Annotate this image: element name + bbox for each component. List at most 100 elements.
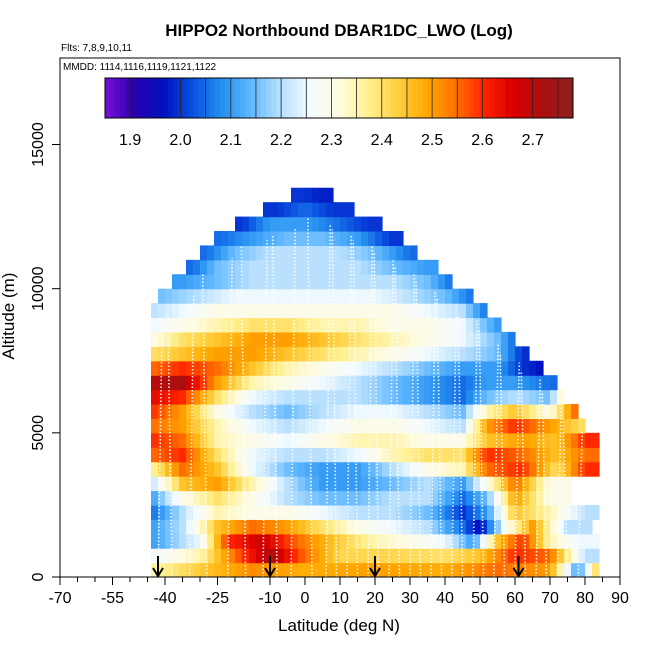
heatmap-cell	[326, 447, 334, 463]
heatmap-cell	[256, 404, 264, 420]
heatmap-cell	[431, 274, 439, 290]
colorbar-swatch	[396, 78, 402, 118]
heatmap-cell	[382, 404, 390, 420]
heatmap-cell	[312, 202, 320, 218]
heatmap-cell	[305, 202, 313, 218]
heatmap-cell	[466, 562, 474, 577]
heatmap-cell	[263, 360, 271, 376]
heatmap-cell	[452, 490, 460, 506]
heatmap-cell	[508, 346, 516, 362]
heatmap-cell	[179, 418, 187, 434]
heatmap-cell	[277, 548, 285, 564]
heatmap-cell	[193, 375, 201, 391]
heatmap-cell	[417, 303, 425, 319]
heatmap-cell	[256, 375, 264, 391]
heatmap-cell	[473, 360, 481, 376]
heatmap-cell	[284, 317, 292, 333]
heatmap-cell	[221, 476, 229, 492]
mmdd-label: MMDD: 1114,1116,1119,1121,1122	[63, 62, 217, 73]
heatmap-cell	[382, 331, 390, 347]
colorbar-swatch	[333, 78, 340, 118]
heatmap-cell	[340, 562, 348, 577]
heatmap-cell	[557, 389, 565, 405]
heatmap-cell	[165, 303, 173, 319]
heatmap-cell	[473, 461, 481, 477]
heatmap-cell	[312, 317, 320, 333]
heatmap-cell	[284, 331, 292, 347]
heatmap-cell	[480, 346, 488, 362]
heatmap-cell	[529, 562, 537, 577]
heatmap-cell	[172, 274, 180, 290]
heatmap-cell	[403, 346, 411, 362]
heatmap-cell	[312, 375, 320, 391]
heatmap-cell	[291, 216, 299, 232]
heatmap-cell	[228, 418, 236, 434]
heatmap-cell	[557, 562, 565, 577]
heatmap-cell	[340, 519, 348, 535]
heatmap-cell	[578, 447, 586, 463]
heatmap-cell	[375, 231, 383, 247]
heatmap-cell	[277, 346, 285, 362]
heatmap-cell	[221, 288, 229, 304]
heatmap-cell	[284, 231, 292, 247]
heatmap-cell	[515, 447, 523, 463]
heatmap-cell	[459, 519, 467, 535]
heatmap-cell	[417, 562, 425, 577]
heatmap-cell	[445, 346, 453, 362]
heatmap-cell	[242, 504, 250, 520]
heatmap-cell	[186, 331, 194, 347]
heatmap-cell	[431, 476, 439, 492]
heatmap-cell	[284, 288, 292, 304]
heatmap-cell	[158, 476, 166, 492]
heatmap-cell	[480, 404, 488, 420]
heatmap-cell	[242, 418, 250, 434]
heatmap-cell	[585, 548, 593, 564]
heatmap-cell	[305, 231, 313, 247]
heatmap-cell	[431, 389, 439, 405]
heatmap-cell	[389, 418, 397, 434]
heatmap-cell	[368, 346, 376, 362]
heatmap-cell	[277, 519, 285, 535]
heatmap-cell	[494, 562, 502, 577]
heatmap-cell	[368, 331, 376, 347]
heatmap-cell	[284, 274, 292, 290]
heatmap-cell	[165, 418, 173, 434]
heatmap-cell	[543, 432, 551, 448]
heatmap-cell	[193, 476, 201, 492]
heatmap-cell	[410, 375, 418, 391]
colorbar-swatch	[557, 78, 564, 118]
heatmap-cell	[389, 331, 397, 347]
heatmap-cell	[431, 504, 439, 520]
heatmap-cell	[179, 562, 187, 577]
heatmap-cell	[186, 404, 194, 420]
heatmap-cell	[249, 216, 257, 232]
heatmap-cell	[270, 360, 278, 376]
heatmap-cell	[375, 490, 383, 506]
colorbar-swatch	[276, 78, 283, 118]
heatmap-cell	[312, 461, 320, 477]
heatmap-cell	[298, 288, 306, 304]
heatmap-cell	[438, 504, 446, 520]
heatmap-cell	[291, 447, 299, 463]
heatmap-cell	[312, 187, 320, 203]
heatmap-cell	[200, 490, 208, 506]
heatmap-cell	[592, 447, 600, 463]
heatmap-cell	[312, 476, 320, 492]
heatmap-cell	[382, 432, 390, 448]
heatmap-cell	[214, 504, 222, 520]
heatmap-cell	[515, 418, 523, 434]
heatmap-cell	[249, 432, 257, 448]
heatmap-cell	[172, 317, 180, 333]
heatmap-cell	[270, 476, 278, 492]
heatmap-cell	[165, 432, 173, 448]
heatmap-cell	[221, 504, 229, 520]
heatmap-cell	[172, 533, 180, 549]
heatmap-cell	[438, 447, 446, 463]
heatmap-cell	[277, 331, 285, 347]
heatmap-cell	[326, 202, 334, 218]
heatmap-cell	[487, 346, 495, 362]
heatmap-cell	[410, 331, 418, 347]
heatmap-cell	[354, 331, 362, 347]
heatmap-cell	[515, 519, 523, 535]
heatmap-cell	[347, 231, 355, 247]
